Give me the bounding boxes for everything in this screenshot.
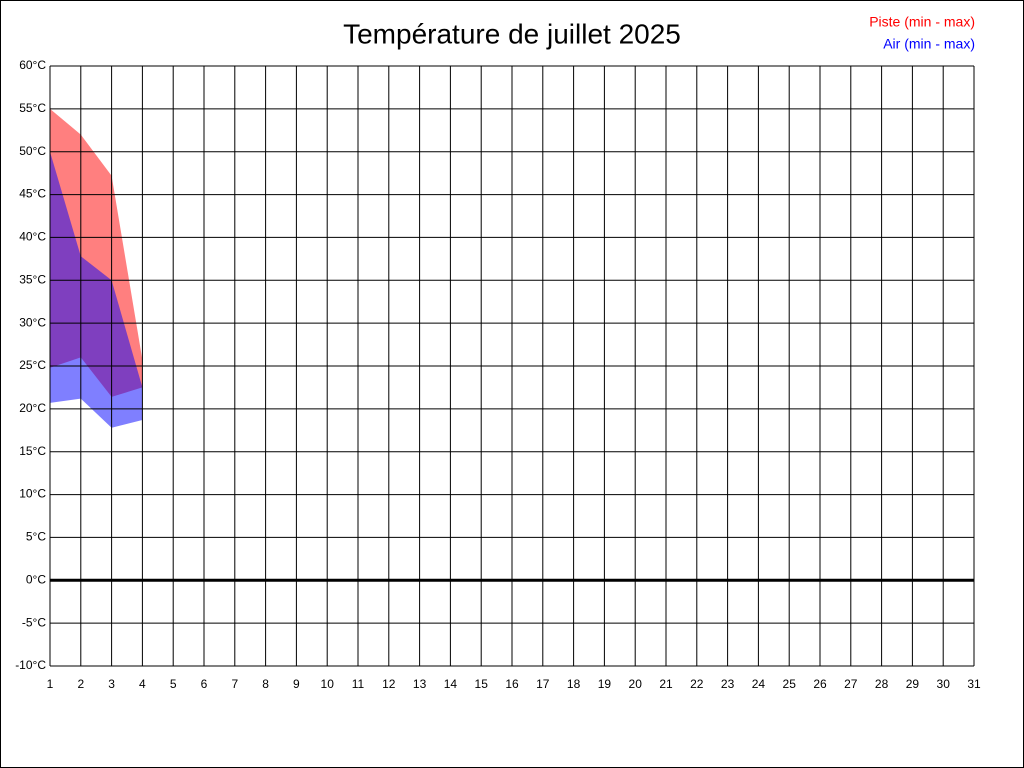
x-tick-label: 29 [906,677,920,691]
x-tick-label: 7 [231,677,238,691]
y-tick-label: 45°C [19,187,46,201]
x-tick-label: 31 [967,677,981,691]
y-tick-label: 55°C [19,101,46,115]
x-tick-label: 17 [536,677,550,691]
x-tick-label: 16 [505,677,519,691]
x-tick-label: 8 [262,677,269,691]
x-tick-label: 14 [444,677,458,691]
legend-entry: Air (min - max) [883,36,975,52]
x-tick-label: 26 [813,677,827,691]
x-tick-label: 25 [783,677,797,691]
y-tick-label: -5°C [22,615,46,629]
x-tick-label: 23 [721,677,735,691]
y-tick-label: 60°C [19,58,46,72]
y-tick-label: 25°C [19,358,46,372]
x-tick-label: 2 [77,677,84,691]
x-tick-label: 10 [321,677,335,691]
x-tick-label: 19 [598,677,612,691]
chart-title: Température de juillet 2025 [343,18,681,49]
y-tick-label: 35°C [19,272,46,286]
y-tick-label: 15°C [19,444,46,458]
x-tick-label: 21 [659,677,673,691]
y-tick-label: 10°C [19,487,46,501]
x-tick-label: 3 [108,677,115,691]
x-tick-label: 30 [937,677,951,691]
y-tick-label: -10°C [15,658,46,672]
y-tick-label: 0°C [26,572,46,586]
x-tick-label: 13 [413,677,427,691]
x-tick-label: 11 [352,677,365,691]
y-tick-label: 20°C [19,401,46,415]
x-tick-label: 28 [875,677,889,691]
y-tick-label: 50°C [19,144,46,158]
x-tick-label: 1 [47,677,54,691]
range-band [50,151,143,428]
x-tick-label: 22 [690,677,704,691]
x-tick-label: 20 [629,677,643,691]
x-tick-label: 4 [139,677,146,691]
x-tick-label: 27 [844,677,858,691]
x-tick-label: 24 [752,677,766,691]
x-tick-label: 15 [475,677,489,691]
y-tick-label: 30°C [19,315,46,329]
x-tick-label: 6 [201,677,208,691]
y-tick-label: 40°C [19,230,46,244]
y-tick-label: 5°C [26,530,46,544]
x-tick-label: 5 [170,677,177,691]
x-tick-label: 12 [382,677,396,691]
legend-entry: Piste (min - max) [869,14,975,30]
x-tick-label: 9 [293,677,300,691]
x-tick-label: 18 [567,677,581,691]
